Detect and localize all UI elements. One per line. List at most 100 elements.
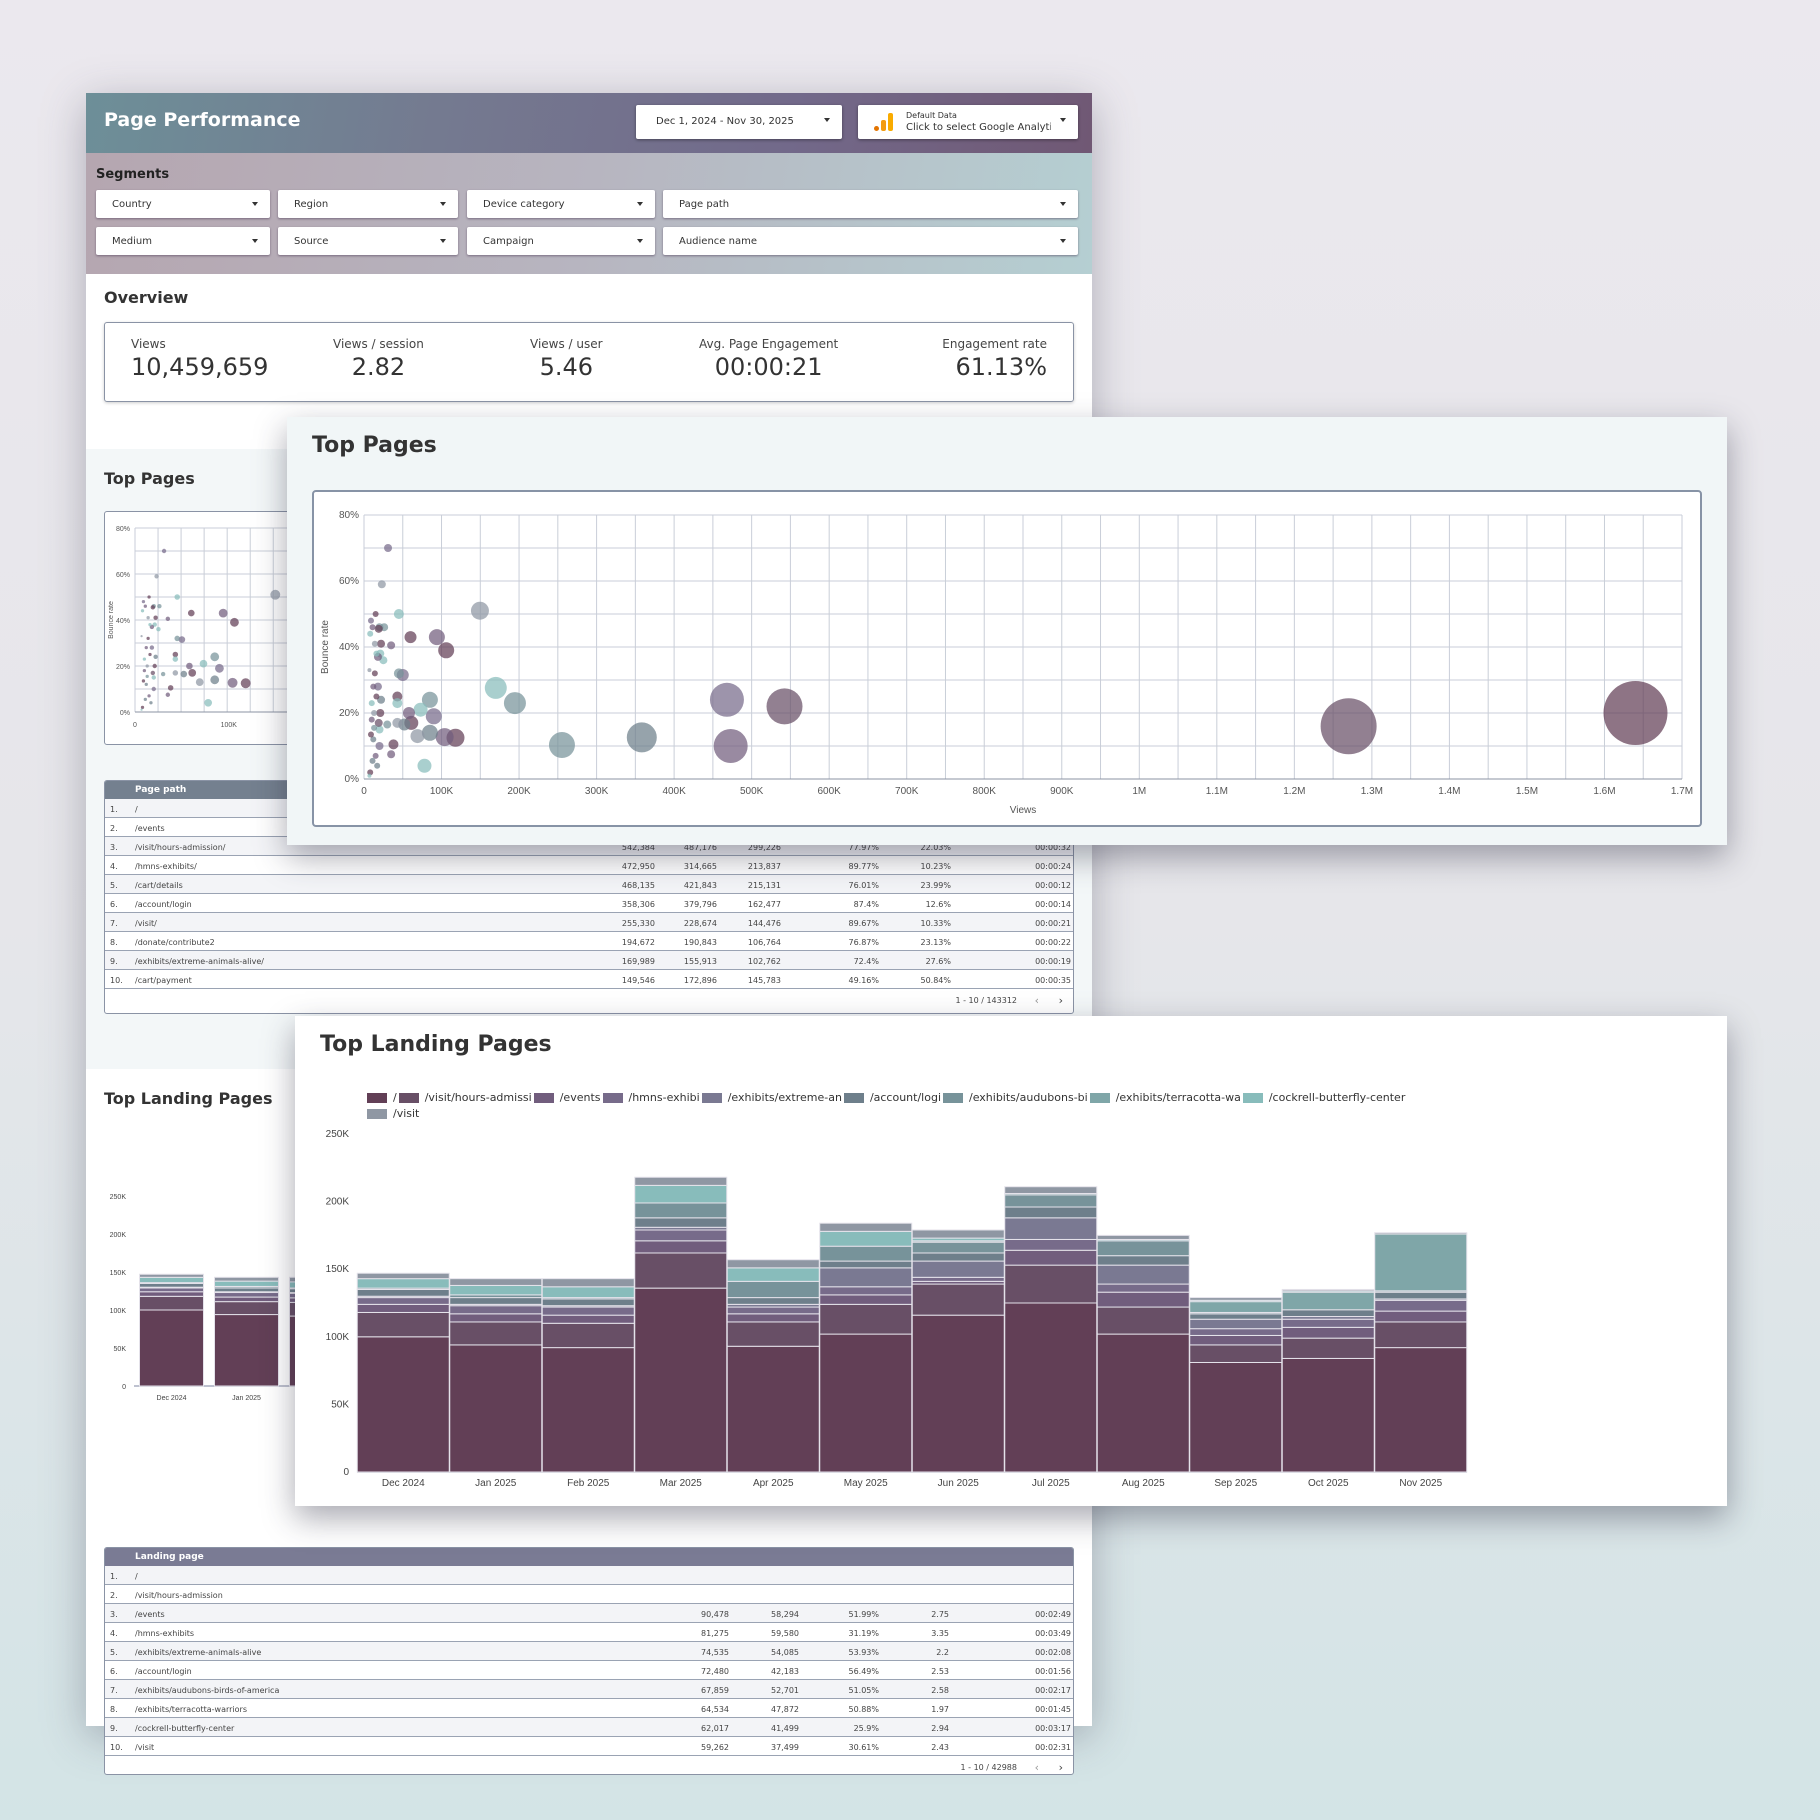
chevron-down-icon xyxy=(637,239,643,243)
table-row[interactable]: 9. /cockrell-butterfly-center 62,017 41,499… xyxy=(105,1718,1073,1737)
svg-text:20%: 20% xyxy=(116,664,130,671)
analytics-logo-icon xyxy=(874,113,894,131)
row-path: /visit/hours-admission xyxy=(135,1591,223,1600)
svg-text:1.6M: 1.6M xyxy=(1593,786,1615,797)
table-row[interactable]: 10. /visit 59,262 37,499 30.61% 2.43 00:02:31 xyxy=(105,1737,1073,1756)
row-path: /account/login xyxy=(135,1667,192,1676)
prev-page-icon[interactable]: ‹ xyxy=(1034,1761,1039,1774)
table-pagination: 1 - 10 / 42988 ‹ › xyxy=(105,1756,1073,1774)
row-metric: 49.16% xyxy=(848,976,879,985)
row-metric: 421,843 xyxy=(683,881,717,890)
svg-text:1.1M: 1.1M xyxy=(1206,786,1228,797)
row-metric: 41,499 xyxy=(771,1724,799,1733)
legend-item[interactable]: /visit/hours-admissi xyxy=(398,1090,532,1106)
filter-source[interactable]: Source xyxy=(278,227,458,255)
svg-text:80%: 80% xyxy=(339,510,359,521)
table-row[interactable]: 1. / xyxy=(105,1566,1073,1585)
filter-medium[interactable]: Medium xyxy=(96,227,270,255)
data-source-selector[interactable]: Default Data Click to select Google Anal… xyxy=(858,105,1078,139)
row-path: / xyxy=(135,1572,138,1581)
table-row[interactable]: 10. /cart/payment 149,546 172,896 145,783 49.… xyxy=(105,970,1073,989)
legend-item[interactable]: / xyxy=(367,1090,397,1106)
svg-text:0: 0 xyxy=(343,1467,349,1478)
table-row[interactable]: 6. /account/login 358,306 379,796 162,477 87.… xyxy=(105,894,1073,913)
legend-label: /exhibits/audubons-bi xyxy=(969,1091,1088,1104)
table-row[interactable]: 6. /account/login 72,480 42,183 56.49% 2.53 00… xyxy=(105,1661,1073,1680)
svg-text:50K: 50K xyxy=(114,1346,127,1353)
svg-text:Dec 2024: Dec 2024 xyxy=(157,1395,187,1402)
next-page-icon[interactable]: › xyxy=(1058,1761,1063,1774)
table-row[interactable]: 4. /hmns-exhibits 81,275 59,580 31.19% 3.35 00… xyxy=(105,1623,1073,1642)
svg-text:60%: 60% xyxy=(116,572,130,579)
legend-label: / xyxy=(393,1091,397,1104)
svg-text:Dec 2024: Dec 2024 xyxy=(382,1478,425,1489)
svg-text:May 2025: May 2025 xyxy=(844,1478,888,1489)
legend-item[interactable]: /exhibits/extreme-an xyxy=(701,1090,842,1106)
row-metric: 542,384 xyxy=(621,843,655,852)
scatter-chart: 0% 20% 40% 60% 80% 0 100K 200K 300K 400K 500K 600K 7… xyxy=(312,490,1702,827)
row-path: /cart/details xyxy=(135,881,183,890)
row-path: /visit/hours-admission/ xyxy=(135,843,226,852)
table-row[interactable]: 7. /visit/255,330 228,674 144,476 89.67% 10.3… xyxy=(105,913,1073,932)
legend-item[interactable]: /exhibits/audubons-bi xyxy=(943,1090,1088,1106)
legend-item[interactable]: /exhibits/terracotta-wa xyxy=(1089,1090,1241,1106)
row-metric: 10.23% xyxy=(920,862,951,871)
legend-item[interactable]: /visit xyxy=(367,1106,419,1122)
svg-text:Apr 2025: Apr 2025 xyxy=(753,1478,794,1489)
top-pages-panel: Top Pages 0% 20% 40% 60% 80% 0 100K 200K 300K 400… xyxy=(287,417,1727,845)
filter-region[interactable]: Region xyxy=(278,190,458,218)
row-metric: 00:00:35 xyxy=(1035,976,1071,985)
table-row[interactable]: 4. /hmns-exhibits/472,950 314,665 213,837 89… xyxy=(105,856,1073,875)
table-header-landing-page[interactable]: Landing page xyxy=(105,1548,1073,1566)
filter-page-path[interactable]: Page path xyxy=(663,190,1078,218)
table-row[interactable]: 7. /exhibits/audubons-birds-of-america 67,… xyxy=(105,1680,1073,1699)
filter-country[interactable]: Country xyxy=(96,190,270,218)
svg-text:600K: 600K xyxy=(817,786,841,797)
svg-text:1.2M: 1.2M xyxy=(1283,786,1305,797)
table-row[interactable]: 3. /events 90,478 58,294 51.99% 2.75 00:02:49 xyxy=(105,1604,1073,1623)
next-page-icon[interactable]: › xyxy=(1058,994,1063,1007)
segments-bar: Segments Country Region Device category … xyxy=(86,153,1092,274)
svg-text:100K: 100K xyxy=(110,1308,127,1315)
filter-audience-name[interactable]: Audience name xyxy=(663,227,1078,255)
svg-text:20%: 20% xyxy=(339,708,359,719)
svg-text:300K: 300K xyxy=(585,786,609,797)
row-metric: 47,872 xyxy=(771,1705,799,1714)
legend-swatch-icon xyxy=(1242,1093,1263,1103)
row-metric: 76.87% xyxy=(848,938,879,947)
table-row[interactable]: 2. /visit/hours-admission xyxy=(105,1585,1073,1604)
svg-text:Mar 2025: Mar 2025 xyxy=(660,1478,703,1489)
row-metric: 23.99% xyxy=(920,881,951,890)
row-metric: 2.58 xyxy=(931,1686,949,1695)
legend-item[interactable]: /events xyxy=(533,1090,601,1106)
filter-label: Medium xyxy=(112,236,152,247)
table-row[interactable]: 8. /exhibits/terracotta-warriors 64,534 47,… xyxy=(105,1699,1073,1718)
legend-item[interactable]: /cockrell-butterfly-center xyxy=(1242,1090,1405,1106)
prev-page-icon[interactable]: ‹ xyxy=(1034,994,1039,1007)
row-metric: 31.19% xyxy=(848,1629,879,1638)
svg-text:Bounce rate: Bounce rate xyxy=(320,620,331,674)
filter-campaign[interactable]: Campaign xyxy=(467,227,655,255)
row-index: 3. xyxy=(110,1610,118,1619)
row-metric: 81,275 xyxy=(701,1629,729,1638)
row-metric: 145,783 xyxy=(747,976,781,985)
table-row[interactable]: 5. /cart/details 468,135 421,843 215,131 76.0… xyxy=(105,875,1073,894)
legend-item[interactable]: /account/logi xyxy=(843,1090,941,1106)
svg-text:Oct 2025: Oct 2025 xyxy=(1308,1478,1349,1489)
table-row[interactable]: 8. /donate/contribute2 194,672 190,843 106,7… xyxy=(105,932,1073,951)
filter-device-category[interactable]: Device category xyxy=(467,190,655,218)
row-path: /exhibits/audubons-birds-of-america xyxy=(135,1686,280,1695)
segments-title: Segments xyxy=(96,167,170,182)
row-metric: 162,477 xyxy=(747,900,781,909)
legend-item[interactable]: /hmns-exhibi xyxy=(602,1090,700,1106)
row-metric: 67,859 xyxy=(701,1686,729,1695)
overview-title: Overview xyxy=(104,288,189,307)
row-metric: 59,580 xyxy=(771,1629,799,1638)
row-path: /donate/contribute2 xyxy=(135,938,215,947)
row-metric: 50.88% xyxy=(848,1705,879,1714)
date-range-picker[interactable]: Dec 1, 2024 - Nov 30, 2025 xyxy=(636,105,842,139)
row-metric: 190,843 xyxy=(683,938,717,947)
table-row[interactable]: 9. /exhibits/extreme-animals-alive/169,98… xyxy=(105,951,1073,970)
table-row[interactable]: 5. /exhibits/extreme-animals-alive 74,535 5… xyxy=(105,1642,1073,1661)
row-path: /events xyxy=(135,1610,165,1619)
